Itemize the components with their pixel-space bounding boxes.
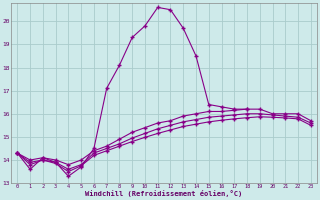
X-axis label: Windchill (Refroidissement éolien,°C): Windchill (Refroidissement éolien,°C) [85,190,243,197]
